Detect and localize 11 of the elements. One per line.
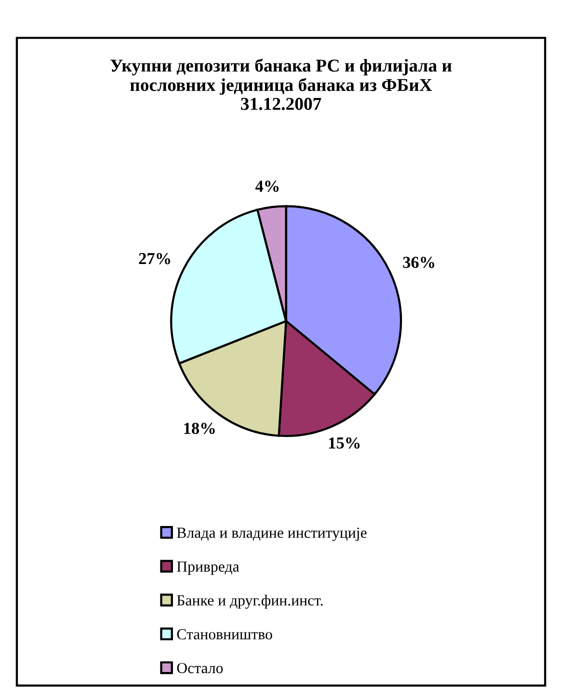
data-label: 36% bbox=[403, 256, 434, 268]
chart-title: Укупни депозити банака РС и филијала и пословних јединица банака из ФБиХ 31.12.2007 bbox=[110, 58, 452, 110]
legend-label: Остало bbox=[177, 662, 223, 674]
data-label: 27% bbox=[139, 252, 170, 264]
data-label: 4% bbox=[255, 180, 279, 192]
data-label: 15% bbox=[329, 437, 360, 449]
legend-label: Влада и владине институције bbox=[176, 528, 367, 542]
legend-label: Привреда bbox=[176, 562, 240, 575]
legend-label: Банке и друг.фин.инст. bbox=[176, 594, 323, 609]
legend-label: Становништво bbox=[177, 629, 272, 640]
data-label: 18% bbox=[184, 422, 215, 434]
